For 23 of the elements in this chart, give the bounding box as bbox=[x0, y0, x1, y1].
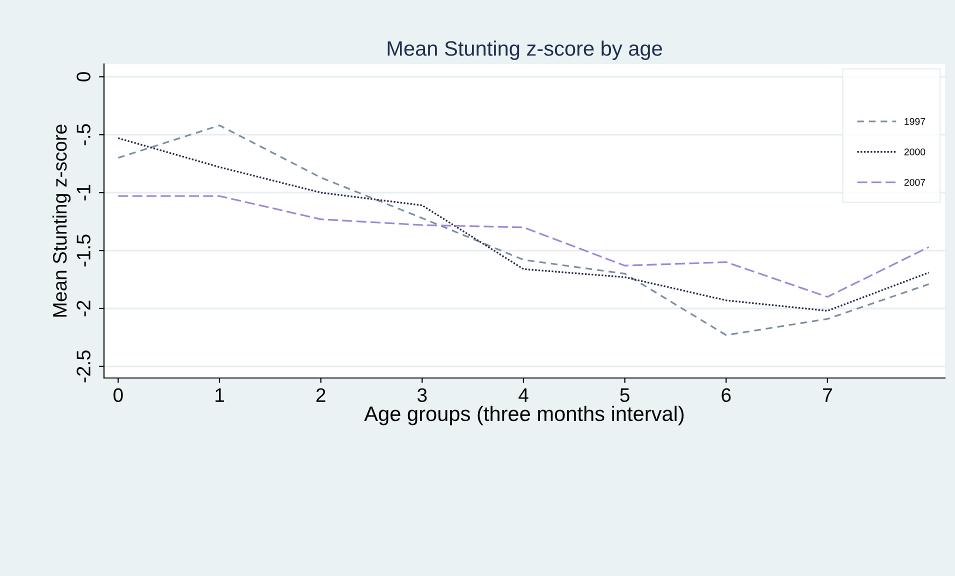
x-tick-label: 4 bbox=[518, 388, 528, 402]
y-tick-label: -2.5 bbox=[76, 350, 90, 382]
chart-title: Mean Stunting z-score by age bbox=[388, 40, 662, 60]
x-tick-label: 3 bbox=[417, 388, 427, 402]
x-tick-label: 5 bbox=[620, 388, 630, 402]
legend-label: 1997 bbox=[904, 118, 926, 125]
y-tick-label: 0 bbox=[76, 72, 90, 82]
x-tick-label: 7 bbox=[823, 388, 832, 402]
x-tick-label: 2 bbox=[316, 388, 326, 402]
x-tick-label: 0 bbox=[114, 388, 123, 402]
y-axis-title: Mean Stunting z-score bbox=[52, 124, 71, 317]
y-tick-label: -1 bbox=[76, 184, 90, 200]
line-series bbox=[117, 137, 930, 312]
line-series bbox=[117, 124, 930, 336]
x-tick-label: 1 bbox=[216, 388, 224, 402]
y-tick-label: -1.5 bbox=[76, 234, 90, 266]
y-tick-label: -.5 bbox=[76, 124, 90, 146]
y-tick-label: -2 bbox=[76, 300, 90, 316]
line-series bbox=[117, 195, 930, 298]
x-tick-label: 6 bbox=[722, 388, 731, 402]
legend-label: 2000 bbox=[904, 148, 926, 156]
legend-label: 2007 bbox=[904, 178, 926, 186]
x-axis-title: Age groups (three months interval) bbox=[364, 406, 684, 426]
